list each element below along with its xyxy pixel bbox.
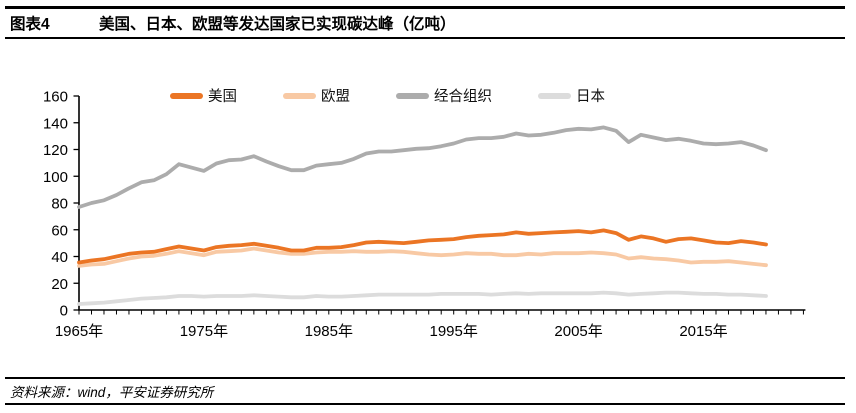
figure-label: 图表4: [10, 16, 50, 33]
legend-swatch-japan: [538, 92, 571, 99]
y-axis-label: 140: [43, 115, 68, 132]
y-axis-label: 160: [43, 89, 68, 106]
y-axis-label: 60: [51, 222, 68, 239]
legend-label-oecd: 经合组织: [434, 89, 492, 105]
header-top-rule: [5, 6, 845, 9]
legend-label-us: 美国: [208, 89, 237, 105]
source-note: 资料来源：wind，平安证券研究所: [10, 385, 214, 400]
legend-item-eu: 欧盟: [283, 85, 350, 106]
chart-legend: 美国 欧盟 经合组织 日本: [170, 85, 605, 106]
x-axis-label: 1985年: [305, 323, 353, 340]
line-series-1: [77, 246, 768, 268]
legend-swatch-eu: [283, 92, 316, 99]
legend-swatch-oecd: [396, 92, 429, 99]
y-axis-label: 0: [60, 303, 68, 320]
chart-canvas: 0 20 40 60 80 100 120 140 160 1965年 1975年 1985年 1995…: [43, 89, 806, 340]
figure-title: 美国、日本、欧盟等发达国家已实现碳达峰（亿吨）: [99, 16, 456, 33]
y-axis-label: 100: [43, 169, 68, 186]
x-axis-label: 2005年: [554, 323, 602, 340]
legend-item-japan: 日本: [538, 85, 605, 106]
legend-label-eu: 欧盟: [321, 89, 350, 105]
y-axis-label: 40: [51, 249, 68, 266]
legend-swatch-us: [170, 92, 203, 99]
line-series-0: [77, 228, 768, 265]
footer-top-rule: [5, 377, 845, 379]
y-axis-label: 120: [43, 142, 68, 159]
line-series-2: [77, 125, 768, 209]
legend-item-us: 美国: [170, 85, 237, 106]
legend-item-oecd: 经合组织: [396, 85, 492, 106]
y-axis-label: 80: [51, 196, 68, 213]
line-chart: 0 20 40 60 80 100 120 140 160 1965年 1975年 1985年 1995…: [0, 55, 856, 355]
legend-label-japan: 日本: [576, 89, 605, 105]
x-axis-label: 1995年: [430, 323, 478, 340]
x-axis-label: 2015年: [679, 323, 727, 340]
x-axis-label: 1975年: [180, 323, 228, 340]
line-series-3: [77, 290, 768, 306]
footer-bottom-rule: [5, 403, 845, 405]
header-bottom-rule: [5, 37, 845, 39]
y-axis-label: 20: [51, 276, 68, 293]
x-axis-label: 1965年: [55, 323, 103, 340]
